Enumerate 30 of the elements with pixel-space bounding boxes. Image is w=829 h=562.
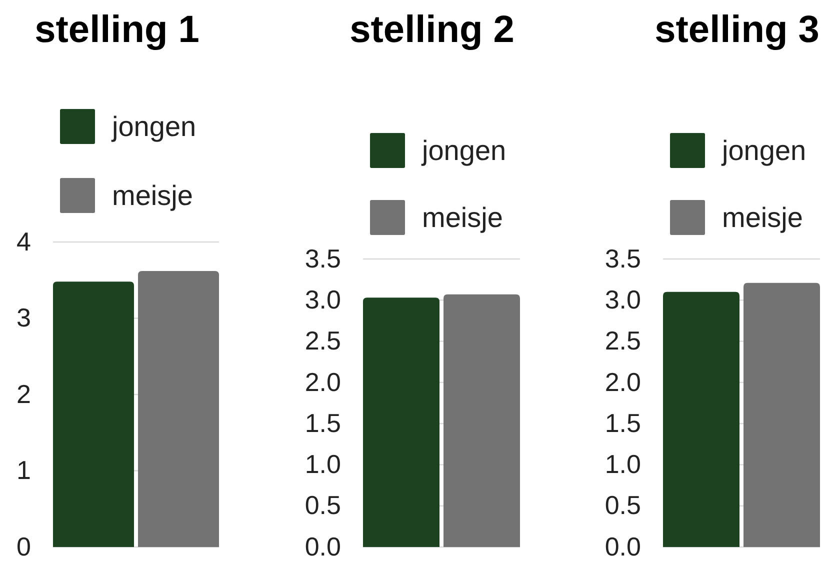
y-tick-label: 0.5 (304, 490, 341, 520)
y-tick-label: 1.5 (604, 408, 641, 438)
y-tick-label: 4 (16, 226, 31, 256)
legend-label: meisje (722, 202, 803, 233)
y-tick-label: 1.5 (304, 408, 341, 438)
y-tick-label: 0.0 (304, 531, 341, 562)
y-tick-label: 3.5 (604, 243, 641, 274)
chart-title: stelling 3 (654, 9, 820, 51)
chart-title: stelling 1 (34, 9, 200, 51)
legend-label: meisje (112, 180, 193, 211)
legend-label: meisje (422, 202, 503, 233)
y-tick-label: 2.5 (604, 326, 641, 356)
y-tick-label: 3.0 (604, 284, 641, 314)
legend-label: jongen (721, 135, 806, 166)
y-tick-label: 3 (16, 302, 31, 333)
y-tick-label: 3.5 (304, 243, 341, 274)
legend-label: jongen (111, 111, 196, 142)
y-tick-label: 2.0 (304, 366, 341, 397)
y-tick-label: 1.0 (304, 449, 341, 480)
y-tick-label: 2.0 (604, 366, 641, 397)
y-tick-label: 1 (16, 455, 31, 486)
y-tick-label: 2 (16, 378, 31, 409)
y-tick-label: 0.0 (604, 531, 641, 562)
y-tick-label: 0.5 (604, 490, 641, 520)
y-tick-label: 3.0 (304, 284, 341, 314)
y-tick-label: 0 (16, 531, 31, 562)
y-tick-label: 2.5 (304, 326, 341, 356)
chart-title: stelling 2 (350, 9, 514, 51)
legend-label: jongen (421, 135, 506, 166)
y-tick-label: 1.0 (604, 449, 641, 480)
